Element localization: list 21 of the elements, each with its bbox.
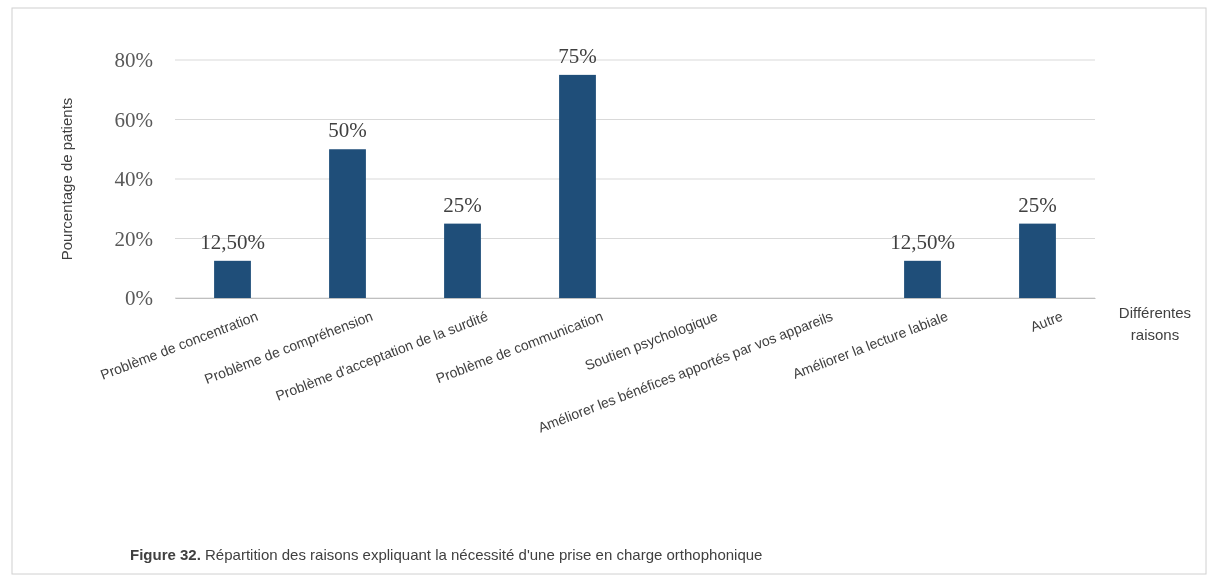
x-tick-label: Autre (1028, 307, 1066, 335)
data-label: 25% (1018, 192, 1057, 217)
y-tick-label: 60% (114, 107, 153, 132)
bar (444, 223, 481, 298)
x-axis-title: Différentes raisons (1118, 304, 1192, 343)
y-axis-title: Pourcentage de patients (58, 97, 75, 261)
data-label: 25% (443, 192, 482, 217)
caption: Figure 32. Répartition des raisons expliquant la nécessité d'une prise en charge orthophonique (130, 546, 763, 563)
bar (214, 260, 251, 298)
y-tick-label: 0% (125, 286, 153, 311)
data-label: 75% (558, 43, 597, 68)
y-tick-label: 20% (114, 226, 153, 251)
data-label: 12,50% (890, 229, 955, 254)
data-label: 12,50% (200, 229, 265, 254)
bar (1019, 223, 1056, 298)
y-tick-label: 40% (114, 167, 153, 192)
y-tick-label: 80% (114, 48, 153, 73)
data-label: 50% (328, 118, 367, 143)
bar (329, 149, 366, 298)
bar (904, 260, 941, 298)
bar (559, 74, 596, 298)
